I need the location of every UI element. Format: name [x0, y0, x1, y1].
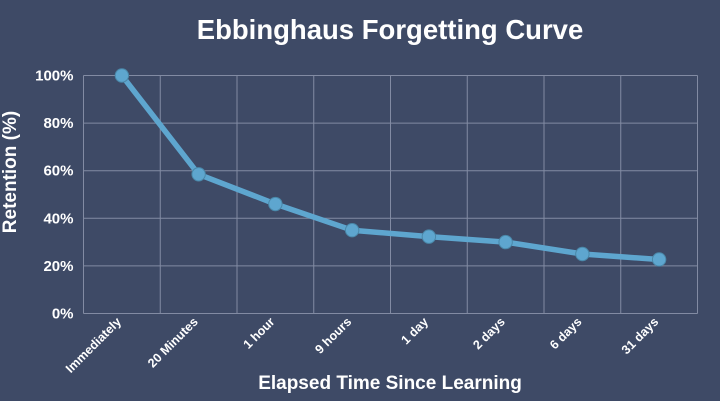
svg-text:100%: 100% [35, 68, 73, 85]
svg-text:Retention (%): Retention (%) [0, 111, 21, 233]
svg-text:Elapsed Time Since Learning: Elapsed Time Since Learning [258, 373, 522, 394]
svg-text:40%: 40% [43, 210, 73, 227]
svg-text:80%: 80% [43, 115, 73, 132]
svg-text:Ebbinghaus Forgetting Curve: Ebbinghaus Forgetting Curve [197, 14, 584, 45]
svg-text:60%: 60% [43, 163, 73, 180]
svg-text:0%: 0% [52, 306, 74, 323]
svg-text:20%: 20% [43, 258, 73, 275]
